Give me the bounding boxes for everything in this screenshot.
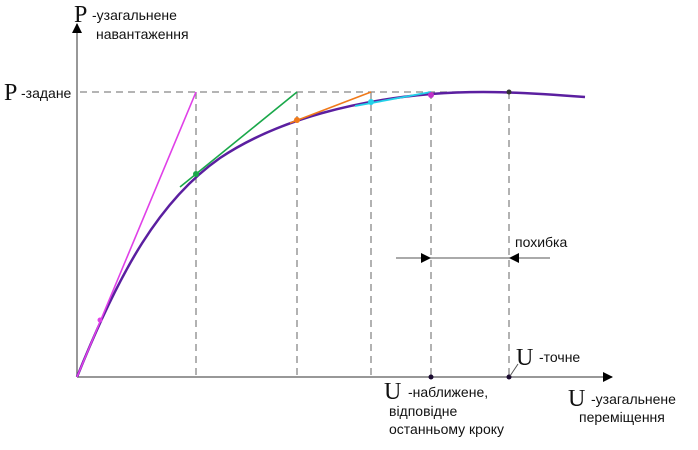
u-approx-label-3: останньому кроку — [389, 421, 504, 437]
p-axis-label-2: навантаження — [96, 26, 189, 42]
u-axis-label-2: переміщення — [579, 409, 665, 425]
u-approx-point — [428, 374, 434, 380]
u-approx-label-2: відповідне — [389, 403, 458, 419]
u-approx-symbol: U — [384, 379, 401, 405]
point-exact — [506, 89, 512, 95]
u-exact-leader — [509, 363, 519, 377]
error-label: похибка — [515, 234, 567, 250]
p-given-label: -задане — [21, 85, 72, 101]
point-2 — [193, 171, 199, 177]
point-4 — [368, 99, 374, 105]
error-arrow-right — [421, 253, 431, 263]
u-approx-label-1: -наближене, — [408, 384, 488, 400]
error-arrow-left — [509, 253, 519, 263]
dashed-guides — [80, 91, 510, 377]
p-given-symbol: P — [4, 80, 17, 106]
p-axis-symbol: P — [74, 2, 87, 28]
p-axis-label-1: -узагальнене — [92, 7, 177, 23]
point-5 — [428, 92, 434, 98]
u-exact-symbol: U — [516, 345, 533, 371]
u-axis-label-1: -узагальнене — [591, 391, 676, 407]
point-3 — [294, 117, 300, 123]
point-1 — [97, 317, 103, 323]
step-2-line — [179, 91, 298, 188]
u-axis-symbol: U — [568, 386, 585, 412]
u-exact-label: -точне — [539, 349, 580, 365]
step-1-line — [76, 91, 197, 378]
step-3-line — [289, 91, 372, 124]
step-4-line — [354, 91, 432, 107]
